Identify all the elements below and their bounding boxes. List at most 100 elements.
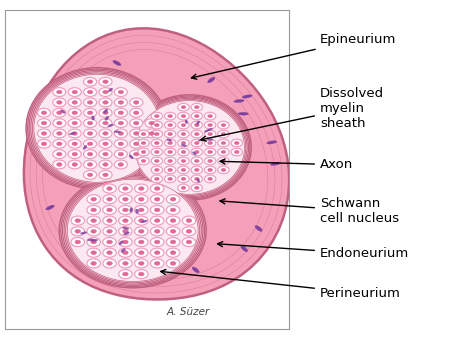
Circle shape [87,111,93,115]
Ellipse shape [133,99,246,196]
Circle shape [234,150,239,154]
Circle shape [208,168,212,172]
Circle shape [194,106,199,109]
Circle shape [41,142,47,146]
Circle shape [68,139,81,148]
Circle shape [68,119,81,128]
Ellipse shape [208,77,215,83]
Ellipse shape [132,98,247,197]
Ellipse shape [32,73,162,184]
Text: Schwann
cell nucleus: Schwann cell nucleus [220,197,399,225]
Circle shape [134,111,139,115]
Ellipse shape [105,116,109,120]
Circle shape [170,197,176,201]
Circle shape [145,119,158,128]
Circle shape [218,139,229,147]
Ellipse shape [119,241,123,245]
Circle shape [56,90,62,94]
Circle shape [87,216,100,225]
Circle shape [178,166,189,174]
Circle shape [151,121,163,129]
Circle shape [178,175,189,183]
Circle shape [37,129,51,138]
Text: Epineurium: Epineurium [191,33,396,79]
Circle shape [103,132,108,135]
Circle shape [194,141,199,145]
Circle shape [68,150,81,158]
Circle shape [103,111,108,115]
Ellipse shape [29,70,165,186]
Circle shape [155,197,160,201]
Circle shape [71,216,84,225]
Circle shape [138,251,144,255]
Ellipse shape [241,246,248,252]
Circle shape [164,148,176,156]
Circle shape [151,157,163,165]
Circle shape [204,112,216,120]
Circle shape [99,88,112,96]
Circle shape [135,259,148,268]
Ellipse shape [131,97,248,198]
Ellipse shape [192,152,196,155]
Circle shape [166,205,180,214]
Circle shape [145,129,158,138]
Ellipse shape [181,144,187,146]
Circle shape [181,168,186,172]
Circle shape [149,121,155,125]
Circle shape [83,150,97,158]
Ellipse shape [255,226,262,232]
Circle shape [53,160,66,169]
Circle shape [155,159,159,163]
Circle shape [56,163,62,166]
Circle shape [138,139,149,147]
Ellipse shape [64,85,74,88]
Circle shape [75,229,81,233]
Ellipse shape [46,205,55,210]
Circle shape [150,205,164,214]
Circle shape [191,139,202,147]
Circle shape [170,261,176,265]
Circle shape [170,251,176,255]
Circle shape [218,121,229,129]
Circle shape [118,227,132,236]
Circle shape [208,115,212,118]
Circle shape [99,77,112,86]
Text: Perineurium: Perineurium [161,270,401,300]
Circle shape [130,108,143,117]
Circle shape [164,112,176,120]
Circle shape [168,168,173,172]
Circle shape [83,77,97,86]
Ellipse shape [196,121,200,125]
Circle shape [208,150,212,154]
Circle shape [178,112,189,120]
Circle shape [221,168,226,172]
Ellipse shape [242,95,252,98]
Circle shape [87,195,100,204]
Polygon shape [24,28,289,299]
Circle shape [91,240,97,244]
Circle shape [107,187,112,190]
Circle shape [87,163,93,166]
Circle shape [191,157,202,165]
Circle shape [170,219,176,223]
Circle shape [150,237,164,247]
Circle shape [164,166,176,174]
Circle shape [204,148,216,156]
Ellipse shape [136,209,138,214]
Circle shape [186,229,192,233]
Circle shape [72,90,77,94]
Circle shape [150,248,164,257]
Circle shape [182,216,196,225]
Circle shape [191,175,202,183]
Circle shape [191,166,202,174]
Circle shape [114,160,128,169]
Circle shape [41,121,47,125]
Circle shape [68,88,81,96]
Circle shape [107,240,112,244]
Circle shape [164,175,176,183]
Circle shape [181,106,186,109]
Circle shape [103,184,116,193]
Circle shape [164,130,176,138]
Circle shape [178,157,189,165]
Circle shape [178,184,189,192]
